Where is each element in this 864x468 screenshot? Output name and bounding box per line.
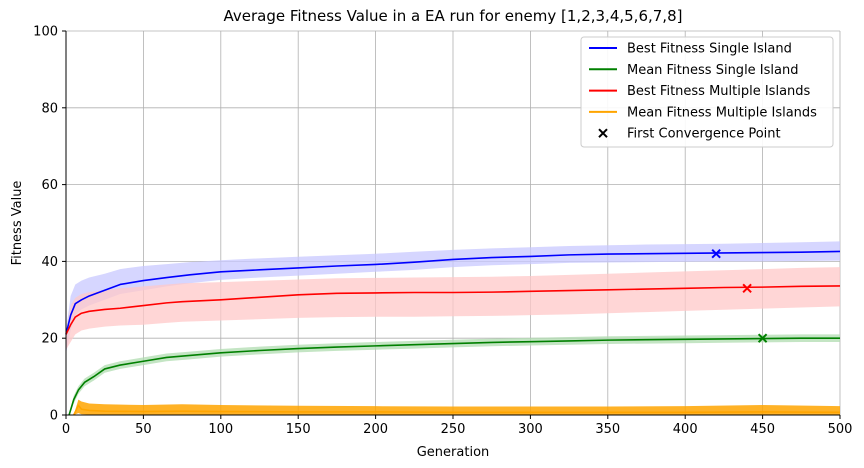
convergence-legend-marker <box>598 128 608 138</box>
mean-fitness-multiple-islands-line <box>73 404 841 416</box>
x-tick-label: 0 <box>62 422 70 437</box>
mean-fitness-single-island-convergence-marker <box>757 333 768 343</box>
y-tick-label: 60 <box>41 178 58 193</box>
mean-fitness-single-island-line <box>68 337 840 416</box>
legend: Best Fitness Single Island Mean Fitness S… <box>580 36 834 148</box>
x-tick-label: 250 <box>441 422 466 437</box>
mean-fitness-multiple-islands-legend-label: Mean Fitness Multiple Islands <box>627 105 817 120</box>
x-tick-label: 50 <box>135 422 152 437</box>
y-tick-label: 0 <box>50 409 58 424</box>
convergence-markers <box>711 249 768 343</box>
best-fitness-single-island-convergence-marker <box>711 249 721 259</box>
convergence-legend-label: First Convergence Point <box>627 127 781 142</box>
series-lines <box>65 250 841 416</box>
mean-fitness-single-island-legend-label: Mean Fitness Single Island <box>627 63 798 78</box>
x-tick-label: 300 <box>518 422 543 437</box>
best-fitness-multiple-islands-convergence-marker <box>742 283 752 293</box>
x-tick-label: 400 <box>673 422 698 437</box>
legend-box <box>580 36 834 148</box>
x-tick-label: 150 <box>286 422 311 437</box>
best-fitness-single-island-line <box>65 250 841 335</box>
x-tick-label: 100 <box>208 422 233 437</box>
x-tick-label: 450 <box>750 422 775 437</box>
x-tick-label: 200 <box>363 422 388 437</box>
x-axis-title: Generation <box>417 445 490 460</box>
best-fitness-multiple-islands-line <box>65 285 841 335</box>
best-fitness-multiple-islands-band <box>66 267 840 350</box>
x-tick-label: 500 <box>828 422 853 437</box>
chart-title: Average Fitness Value in a EA run for en… <box>224 7 683 25</box>
best-fitness-single-island-legend-label: Best Fitness Single Island <box>627 42 792 57</box>
best-fitness-multiple-islands-legend-label: Best Fitness Multiple Islands <box>627 84 811 99</box>
y-tick-label: 40 <box>41 255 58 270</box>
y-axis-title: Fitness Value <box>10 181 25 266</box>
mean-fitness-single-island-band <box>69 334 840 415</box>
tick-labels: 0 50 100 150 200 250 300 350 400 450 500 0 20 40 60 80 1… <box>33 25 852 438</box>
y-tick-label: 80 <box>41 101 58 116</box>
y-tick-label: 100 <box>33 25 58 40</box>
x-tick-label: 350 <box>595 422 620 437</box>
y-tick-label: 20 <box>41 332 58 347</box>
